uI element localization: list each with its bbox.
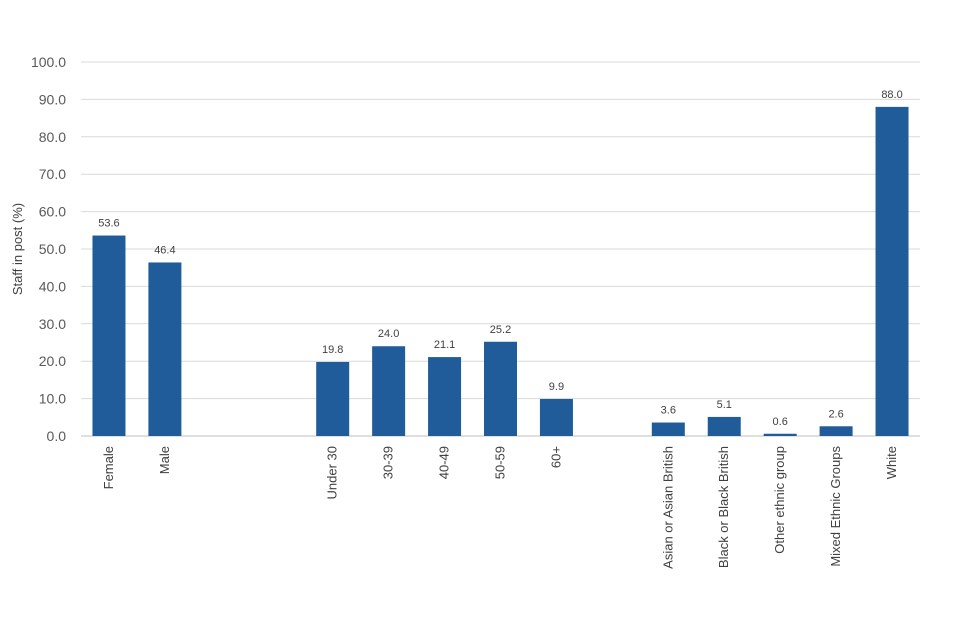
y-tick-label: 80.0 bbox=[39, 129, 66, 145]
data-label: 3.6 bbox=[661, 405, 676, 417]
bar bbox=[484, 341, 517, 436]
x-category-label: 60+ bbox=[548, 446, 563, 468]
data-label: 0.6 bbox=[773, 416, 788, 428]
y-tick-label: 30.0 bbox=[39, 316, 66, 332]
y-tick-label: 0.0 bbox=[47, 428, 67, 444]
x-category-label: Under 30 bbox=[325, 446, 340, 499]
bar bbox=[707, 416, 741, 436]
gridlines bbox=[81, 61, 920, 437]
bar bbox=[539, 398, 573, 436]
y-tick-label: 10.0 bbox=[39, 391, 66, 407]
y-tick-label: 40.0 bbox=[39, 278, 66, 294]
data-label: 24.0 bbox=[378, 328, 399, 340]
data-label: 53.6 bbox=[98, 218, 119, 230]
data-label: 9.9 bbox=[549, 381, 564, 393]
y-tick-label: 50.0 bbox=[39, 241, 66, 257]
x-category-label: 40-49 bbox=[437, 446, 452, 479]
x-category-label: 30-39 bbox=[381, 446, 396, 479]
bar bbox=[428, 357, 462, 436]
bar bbox=[819, 426, 853, 436]
bars bbox=[92, 106, 909, 436]
data-label: 25.2 bbox=[490, 324, 511, 336]
bar bbox=[875, 106, 909, 436]
y-tick-label: 90.0 bbox=[39, 91, 66, 107]
y-tick-label: 70.0 bbox=[39, 166, 66, 182]
data-label: 88.0 bbox=[881, 89, 902, 101]
data-label: 2.6 bbox=[828, 408, 843, 420]
bar bbox=[372, 346, 406, 436]
bar bbox=[148, 262, 182, 436]
data-label: 21.1 bbox=[434, 339, 455, 351]
x-category-label: Mixed Ethnic Groups bbox=[828, 446, 843, 567]
x-category-label: 50-59 bbox=[493, 446, 508, 479]
data-label: 5.1 bbox=[717, 399, 732, 411]
bar bbox=[763, 433, 797, 436]
x-category-label: Female bbox=[101, 446, 116, 489]
bar bbox=[92, 235, 126, 436]
y-tick-label: 20.0 bbox=[39, 353, 66, 369]
data-labels: 53.6 46.4 19.8 24.0 21.1 25.2 9.9 3.6 5.1 0.6 2.6 8… bbox=[98, 89, 902, 428]
y-tick-label: 60.0 bbox=[39, 204, 66, 220]
x-category-label: White bbox=[884, 446, 899, 479]
bar bbox=[651, 422, 685, 436]
x-axis-labels: Female Male Under 30 30-39 40-49 50-59 60+ Asia… bbox=[101, 446, 899, 569]
x-category-label: Black or Black British bbox=[716, 446, 731, 568]
y-tick-label: 100.0 bbox=[31, 54, 66, 70]
bar bbox=[316, 361, 350, 436]
x-category-label: Asian or Asian British bbox=[660, 446, 675, 569]
y-axis-title: Staff in post (%) bbox=[10, 203, 25, 295]
y-axis-ticks: 0.0 10.0 20.0 30.0 40.0 50.0 60.0 70.0 80.0 90.0 1… bbox=[31, 54, 66, 444]
data-label: 46.4 bbox=[154, 244, 175, 256]
x-category-label: Other ethnic group bbox=[772, 446, 787, 554]
data-label: 19.8 bbox=[322, 344, 343, 356]
x-category-label: Male bbox=[157, 446, 172, 474]
